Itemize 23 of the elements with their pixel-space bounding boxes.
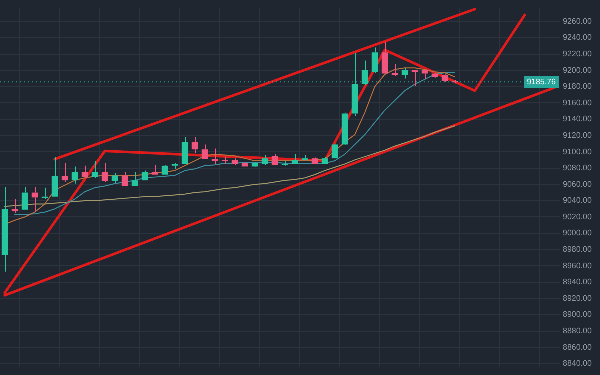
y-tick-label: 8920.00: [563, 294, 592, 303]
y-tick-label: 9120.00: [563, 130, 592, 140]
y-tick-label: 9220.00: [563, 49, 592, 58]
y-tick-label: 9180.00: [563, 82, 592, 92]
y-tick-label: 9260.00: [563, 16, 592, 26]
y-tick-label: 8940.00: [563, 278, 592, 287]
y-tick-label: 9060.00: [563, 180, 592, 189]
y-tick-label: 9020.00: [563, 212, 592, 222]
y-tick-label: 9000.00: [563, 228, 592, 238]
y-tick-label: 8900.00: [563, 310, 592, 320]
y-tick-label: 8960.00: [563, 261, 592, 270]
y-tick-label: 9200.00: [563, 66, 592, 75]
y-tick-label: 8840.00: [563, 359, 592, 368]
y-tick-label: 8980.00: [563, 245, 592, 254]
y-tick-label: 8880.00: [563, 326, 592, 336]
y-tick-label: 9100.00: [563, 147, 592, 156]
y-tick-label: 9080.00: [563, 164, 592, 173]
y-tick-label: 8860.00: [563, 342, 592, 352]
y-tick-label: 9140.00: [563, 114, 592, 124]
y-tick-label: 9160.00: [563, 98, 592, 108]
y-tick-label: 9240.00: [563, 33, 592, 42]
ref-line-label: 9185.76: [527, 77, 557, 86]
y-tick-label: 9040.00: [563, 196, 592, 206]
